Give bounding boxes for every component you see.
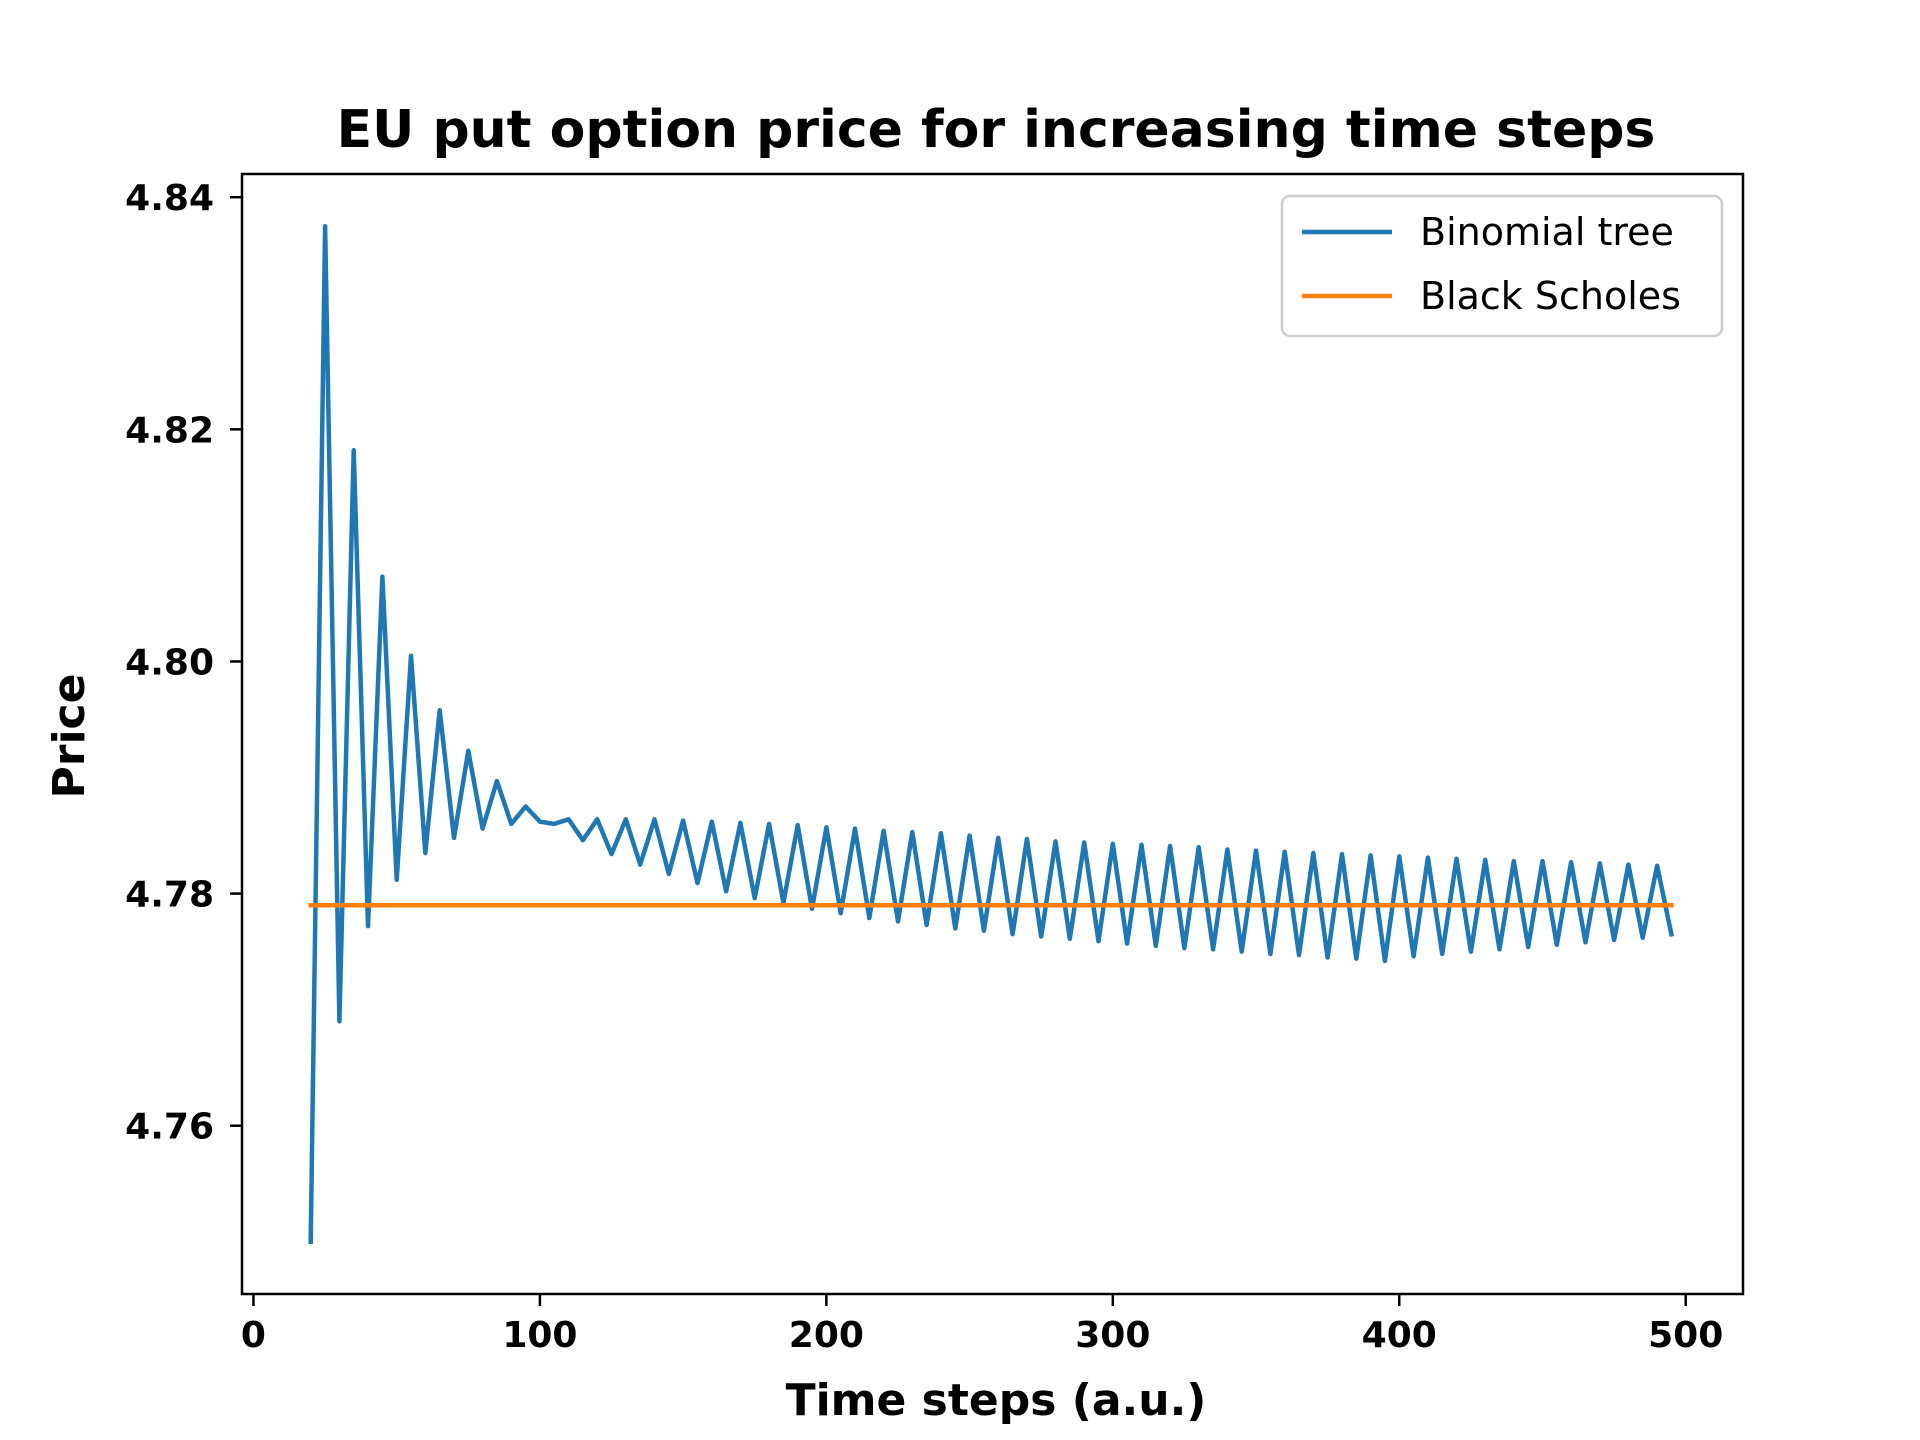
chart-title: EU put option price for increasing time … [337,100,1656,160]
y-tick-label: 4.76 [125,1107,214,1148]
y-tick-label: 4.78 [125,875,214,916]
x-tick-label: 0 [241,1315,266,1356]
legend: Binomial tree Black Scholes [1280,194,1724,338]
x-tick-label: 500 [1648,1315,1723,1356]
x-tick-label: 400 [1362,1315,1437,1356]
legend-label-1: Binomial tree [1420,210,1674,254]
y-tick-label: 4.84 [125,178,214,219]
y-tick-label: 4.80 [125,642,214,683]
x-tick-label: 200 [789,1315,864,1356]
y-axis: 4.76 4.78 4.80 4.82 4.84 [125,178,242,1148]
x-axis: 0 100 200 300 400 500 [241,1294,1723,1356]
x-tick-label: 100 [502,1315,577,1356]
legend-label-2: Black Scholes [1420,274,1681,318]
x-tick-label: 300 [1075,1315,1150,1356]
x-axis-label: Time steps (a.u.) [786,1375,1207,1426]
y-axis-label: Price [44,674,95,799]
plot-area [308,223,1675,1245]
plot-frame [240,172,1745,1296]
y-tick-label: 4.82 [125,410,214,451]
series-line-1 [308,223,1675,1245]
